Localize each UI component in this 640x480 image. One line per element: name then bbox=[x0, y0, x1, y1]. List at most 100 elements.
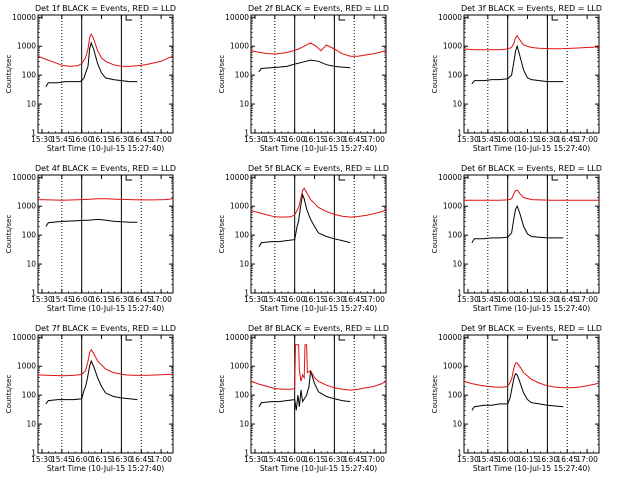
y-tick-label: 10 bbox=[26, 100, 36, 109]
plot-frame bbox=[37, 334, 174, 454]
bracket-marker bbox=[551, 15, 559, 21]
events-series-line bbox=[471, 205, 564, 243]
events-series-line bbox=[258, 192, 351, 247]
x-axis-label: Start Time (10-Jul-15 15:27:40) bbox=[473, 464, 590, 473]
x-axis-label: Start Time (10-Jul-15 15:27:40) bbox=[260, 144, 377, 153]
y-tick-label: 1000 bbox=[230, 202, 249, 211]
y-tick-label: 10000 bbox=[225, 13, 249, 22]
panel-title: Det 3f BLACK = Events, RED = LLD bbox=[461, 4, 602, 13]
plot-frame bbox=[37, 14, 174, 134]
x-tick-label: 16:00 bbox=[71, 135, 93, 144]
events-series-line bbox=[471, 44, 564, 85]
panel-title: Det 5f BLACK = Events, RED = LLD bbox=[248, 164, 389, 173]
x-tick-label: 16:15 bbox=[91, 135, 113, 144]
y-tick-label: 10 bbox=[452, 260, 462, 269]
x-axis-label: Start Time (10-Jul-15 15:27:40) bbox=[260, 304, 377, 313]
x-tick-label: 17:00 bbox=[363, 295, 385, 304]
x-tick-label: 15:30 bbox=[244, 295, 266, 304]
plot-frame bbox=[463, 14, 600, 134]
lld-series-line bbox=[37, 198, 174, 201]
y-axis-label: Counts/sec bbox=[431, 375, 439, 414]
y-tick-label: 10000 bbox=[12, 13, 36, 22]
x-tick-label: 16:30 bbox=[111, 295, 133, 304]
x-tick-label: 15:30 bbox=[457, 295, 479, 304]
plot-frame bbox=[463, 334, 600, 454]
x-tick-label: 16:30 bbox=[537, 295, 559, 304]
lld-series-line bbox=[250, 42, 387, 57]
x-tick-label: 16:45 bbox=[343, 455, 365, 464]
bracket-marker bbox=[125, 15, 133, 21]
y-tick-label: 1 bbox=[457, 129, 462, 138]
y-tick-label: 1 bbox=[244, 129, 249, 138]
y-tick-label: 1 bbox=[31, 449, 36, 458]
x-tick-label: 15:45 bbox=[51, 135, 73, 144]
x-tick-label: 15:45 bbox=[477, 135, 499, 144]
x-tick-label: 16:45 bbox=[556, 455, 578, 464]
panel-title: Det 9f BLACK = Events, RED = LLD bbox=[461, 324, 602, 333]
x-tick-label: 15:30 bbox=[244, 135, 266, 144]
bracket-marker bbox=[551, 175, 559, 181]
panel-title: Det 1f BLACK = Events, RED = LLD bbox=[35, 4, 176, 13]
y-tick-label: 1000 bbox=[443, 202, 462, 211]
x-tick-label: 15:30 bbox=[31, 135, 53, 144]
x-tick-label: 15:45 bbox=[264, 135, 286, 144]
x-tick-label: 15:45 bbox=[264, 295, 286, 304]
x-tick-label: 16:15 bbox=[517, 135, 539, 144]
y-tick-label: 1 bbox=[31, 129, 36, 138]
plot-frame bbox=[250, 174, 387, 294]
x-tick-label: 15:45 bbox=[51, 295, 73, 304]
y-axis-label: Counts/sec bbox=[5, 55, 13, 94]
x-axis-label: Start Time (10-Jul-15 15:27:40) bbox=[47, 304, 164, 313]
x-tick-label: 17:00 bbox=[150, 135, 172, 144]
y-tick-label: 1000 bbox=[17, 202, 36, 211]
x-tick-label: 16:15 bbox=[304, 135, 326, 144]
y-tick-label: 10000 bbox=[438, 13, 462, 22]
x-tick-label: 16:45 bbox=[130, 295, 152, 304]
y-tick-label: 1000 bbox=[17, 42, 36, 51]
x-axis-label: Start Time (10-Jul-15 15:27:40) bbox=[47, 464, 164, 473]
x-tick-label: 15:30 bbox=[31, 295, 53, 304]
y-tick-label: 1 bbox=[457, 289, 462, 298]
lld-series-line bbox=[37, 348, 174, 377]
x-tick-label: 15:30 bbox=[244, 455, 266, 464]
x-tick-label: 17:00 bbox=[150, 455, 172, 464]
x-tick-label: 16:15 bbox=[304, 295, 326, 304]
y-tick-label: 10 bbox=[26, 260, 36, 269]
lld-series-line bbox=[463, 362, 600, 389]
y-tick-label: 10000 bbox=[225, 173, 249, 182]
y-tick-label: 10000 bbox=[12, 173, 36, 182]
y-axis-label: Counts/sec bbox=[431, 55, 439, 94]
x-tick-label: 16:00 bbox=[497, 295, 519, 304]
y-tick-label: 1000 bbox=[230, 362, 249, 371]
x-tick-label: 16:30 bbox=[111, 135, 133, 144]
x-tick-label: 16:00 bbox=[284, 135, 306, 144]
x-tick-label: 15:30 bbox=[457, 135, 479, 144]
y-tick-label: 10 bbox=[452, 100, 462, 109]
events-series-line bbox=[258, 59, 351, 73]
x-tick-label: 16:30 bbox=[111, 455, 133, 464]
y-tick-label: 10 bbox=[26, 420, 36, 429]
x-tick-label: 16:30 bbox=[324, 455, 346, 464]
x-tick-label: 17:00 bbox=[576, 295, 598, 304]
y-axis-label: Counts/sec bbox=[218, 215, 226, 254]
y-tick-label: 10000 bbox=[225, 333, 249, 342]
y-axis-label: Counts/sec bbox=[218, 375, 226, 414]
x-tick-label: 16:45 bbox=[130, 455, 152, 464]
x-axis-label: Start Time (10-Jul-15 15:27:40) bbox=[47, 144, 164, 153]
y-tick-label: 100 bbox=[235, 391, 250, 400]
y-tick-label: 1 bbox=[31, 289, 36, 298]
x-tick-label: 16:00 bbox=[71, 455, 93, 464]
x-tick-label: 17:00 bbox=[576, 455, 598, 464]
panel-title: Det 8f BLACK = Events, RED = LLD bbox=[248, 324, 389, 333]
x-tick-label: 17:00 bbox=[150, 295, 172, 304]
y-axis-label: Counts/sec bbox=[431, 215, 439, 254]
x-axis-label: Start Time (10-Jul-15 15:27:40) bbox=[473, 144, 590, 153]
y-tick-label: 1000 bbox=[443, 42, 462, 51]
x-tick-label: 16:00 bbox=[284, 295, 306, 304]
